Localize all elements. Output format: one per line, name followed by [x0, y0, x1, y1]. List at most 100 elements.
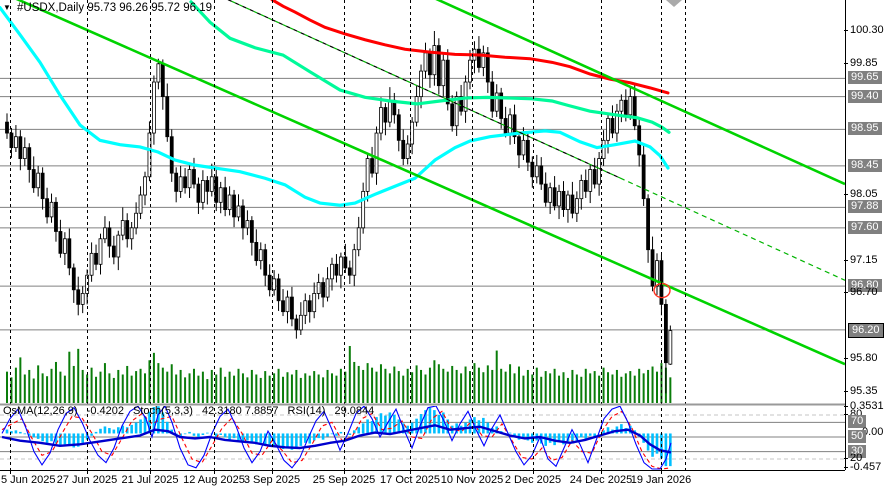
candle-bear [646, 198, 650, 251]
candle-bear [276, 278, 281, 302]
date-label: 24 Dec 2025 [569, 474, 633, 486]
candle-bull [120, 220, 125, 236]
stoch-values: 42.3180 7.8857 [202, 405, 279, 417]
panel-level-badge: 70 [848, 415, 867, 428]
candle-bull [508, 114, 512, 134]
price-tick-label: 98.05 [844, 188, 878, 201]
candle-bear [232, 194, 236, 218]
candle-bull [178, 176, 183, 192]
ma-spring-green [189, 0, 671, 134]
candle-bear [94, 252, 98, 265]
candle-bear [192, 169, 196, 185]
candle-bear [485, 52, 490, 83]
candle-bull [98, 238, 103, 265]
indicator-pane [0, 406, 845, 470]
candle-bear [347, 267, 352, 276]
candle-bear [436, 45, 441, 87]
price-tick-label: 95.80 [844, 352, 878, 365]
candle-bear [196, 183, 201, 203]
candle-bull [200, 180, 205, 203]
trendline-green [435, 0, 846, 186]
candle-bear [160, 63, 165, 98]
candle-bear [401, 139, 406, 159]
candle-bull [356, 227, 361, 251]
ma-red [270, 0, 670, 95]
candle-bear [632, 96, 637, 127]
candle-bear [343, 256, 348, 269]
candle-bull [521, 139, 526, 156]
price-axis[interactable]: 100.30 99.85 99.65 99.40 98.95 98.45 98.05 97.8… [843, 0, 887, 473]
candle-bear [641, 154, 646, 200]
candle-bull [374, 132, 379, 174]
candle-bear [107, 227, 112, 247]
candle-bull [227, 194, 232, 211]
candle-bull [103, 227, 107, 240]
candle-bull [258, 249, 263, 262]
candle-bull [298, 314, 303, 331]
candle-bear [67, 238, 72, 269]
candle-bear [650, 249, 655, 287]
stoch-main-line [1, 406, 672, 470]
candle-bear [205, 180, 210, 192]
candle-bull [615, 110, 619, 134]
candle-bear [281, 300, 285, 313]
candle-bear [428, 52, 432, 76]
candle-bear [663, 303, 668, 364]
price-level-badge: 99.65 [848, 71, 882, 85]
stoch-label: Stoch(5,3,3) [133, 405, 193, 417]
candle-bull [432, 45, 437, 76]
candle-bear [637, 125, 642, 156]
candle-bull [468, 59, 472, 83]
candle-bull [36, 172, 41, 189]
candle-bear [290, 296, 294, 320]
candle-bear [241, 205, 245, 229]
candle-bull [365, 158, 370, 192]
candle-bull [601, 139, 606, 159]
price-tick-label: 97.15 [844, 253, 878, 266]
candle-bear [543, 183, 548, 203]
candle-bull [218, 187, 223, 203]
candle-bull [129, 227, 134, 240]
date-label: 3 Sep 2025 [243, 474, 301, 486]
candle-bull [405, 143, 410, 159]
date-label: 25 Sep 2025 [312, 474, 376, 486]
candle-bull [272, 278, 277, 291]
candle-bear [307, 300, 312, 313]
rsi-value: 29.0844 [334, 405, 375, 417]
candle-bear [165, 96, 170, 138]
candle-bull [494, 92, 499, 112]
candle-bull [14, 136, 18, 149]
candle-bear [31, 169, 36, 189]
candle-bull [423, 52, 428, 72]
date-label: 10 Nov 2025 [440, 474, 504, 486]
candle-bear [525, 139, 530, 163]
candle-bear [27, 147, 32, 170]
candle-bear [477, 48, 481, 68]
stoch-signal-line [1, 410, 672, 470]
candle-bear [450, 103, 455, 127]
candle-bear [254, 242, 259, 262]
candle-bull [454, 96, 459, 127]
candle-bull [316, 282, 321, 294]
candle-bear [5, 121, 9, 134]
candle-bear [76, 289, 81, 305]
date-label: 5 Jun 2025 [1, 474, 56, 486]
candle-bull [588, 169, 593, 192]
panel-tick-label: 20 [843, 452, 863, 464]
candle-bull [245, 220, 250, 229]
date-label: 21 Jul 2025 [121, 474, 179, 486]
panel-tick-label: -0.457 [843, 461, 882, 473]
candle-bull [410, 121, 415, 145]
candle-bear [583, 180, 588, 192]
date-label: 17 Oct 2025 [380, 474, 440, 486]
indicator-labels-row: OsMA(12,26,9) -0.4202 Stoch(5,3,3) 42.31… [3, 405, 380, 417]
candle-bear [610, 118, 615, 134]
candle-bull [668, 330, 673, 365]
candle-bear [45, 198, 49, 218]
candle-bear [263, 249, 268, 276]
candle-bear [334, 263, 339, 276]
time-axis[interactable]: 5 Jun 2025 27 Jun 2025 21 Jul 2025 12 Aug 2… [0, 471, 887, 492]
candle-bear [183, 176, 187, 189]
candle-bull [303, 300, 308, 316]
